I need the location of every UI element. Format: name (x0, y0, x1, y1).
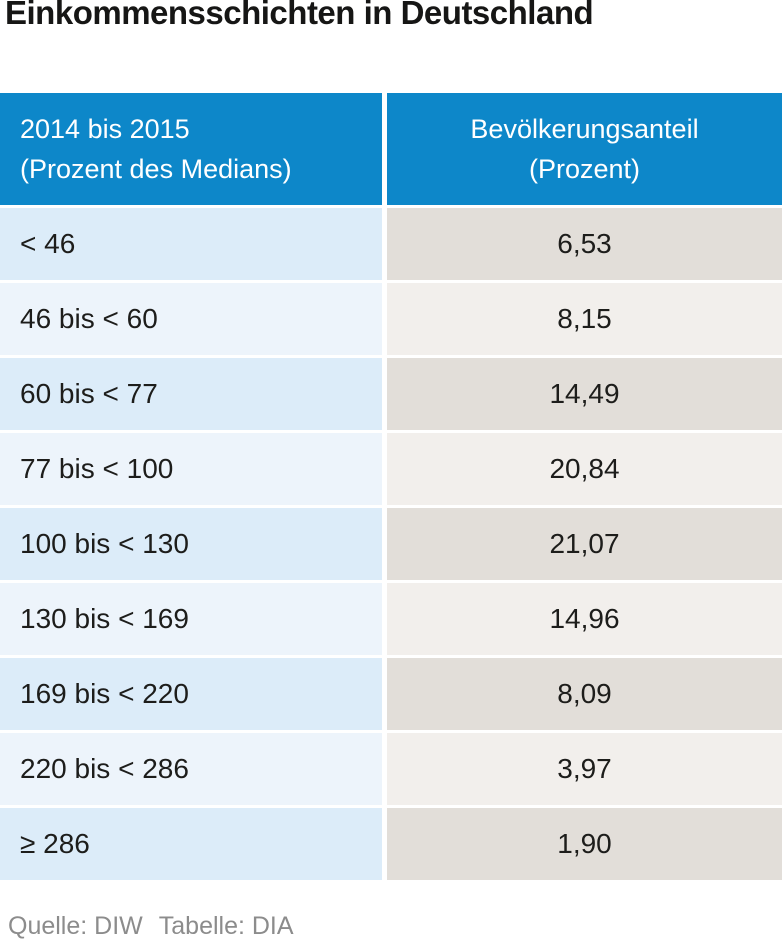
income-range-cell: 169 bis < 220 (0, 658, 382, 730)
income-range-cell: 46 bis < 60 (0, 283, 382, 355)
population-share-cell: 8,09 (387, 658, 782, 730)
income-range-label: 60 bis < 77 (20, 378, 158, 409)
population-share-cell: 8,15 (387, 283, 782, 355)
source-label: Quelle: DIW (8, 912, 143, 940)
population-share-cell: 14,96 (387, 583, 782, 655)
population-share-cell: 6,53 (387, 208, 782, 280)
population-share-cell: 21,07 (387, 508, 782, 580)
income-range-cell: 60 bis < 77 (0, 358, 382, 430)
income-range-cell: 77 bis < 100 (0, 433, 382, 505)
population-share-value: 14,49 (549, 378, 620, 409)
column-header-income-range: 2014 bis 2015 (Prozent des Medians) (0, 93, 382, 205)
income-range-cell: ≥ 286 (0, 808, 382, 880)
income-range-label: ≥ 286 (20, 828, 90, 859)
population-share-value: 3,97 (557, 753, 612, 784)
income-range-cell: 220 bis < 286 (0, 733, 382, 805)
income-range-label: 100 bis < 130 (20, 528, 189, 559)
income-range-cell: 100 bis < 130 (0, 508, 382, 580)
column-header-population-share: Bevölkerungsanteil (Prozent) (387, 93, 782, 205)
population-share-cell: 20,84 (387, 433, 782, 505)
population-share-value: 20,84 (549, 453, 620, 484)
population-share-value: 8,09 (557, 678, 612, 709)
income-range-label: < 46 (20, 228, 76, 259)
income-range-label: 46 bis < 60 (20, 303, 158, 334)
income-table: 2014 bis 2015 (Prozent des Medians) Bevö… (0, 93, 782, 880)
column-header-income-range-line2: (Prozent des Medians) (20, 154, 292, 184)
population-share-cell: 1,90 (387, 808, 782, 880)
income-range-label: 77 bis < 100 (20, 453, 174, 484)
income-range-label: 220 bis < 286 (20, 753, 189, 784)
column-header-population-share-line1: Bevölkerungsanteil (470, 114, 699, 144)
population-share-value: 6,53 (557, 228, 612, 259)
column-header-population-share-line2: (Prozent) (528, 154, 641, 184)
population-share-cell: 3,97 (387, 733, 782, 805)
income-range-label: 130 bis < 169 (20, 603, 189, 634)
source-note: Quelle: DIW Tabelle: DIA (8, 912, 294, 941)
table-credit-label: Tabelle: DIA (158, 912, 294, 940)
page-title: Einkommensschichten in Deutschland (5, 0, 594, 31)
column-header-income-range-line1: 2014 bis 2015 (20, 114, 190, 144)
income-range-label: 169 bis < 220 (20, 678, 189, 709)
population-share-cell: 14,49 (387, 358, 782, 430)
income-range-cell: 130 bis < 169 (0, 583, 382, 655)
population-share-value: 21,07 (549, 528, 620, 559)
income-range-cell: < 46 (0, 208, 382, 280)
population-share-value: 1,90 (557, 828, 612, 859)
population-share-value: 14,96 (549, 603, 620, 634)
population-share-value: 8,15 (557, 303, 612, 334)
